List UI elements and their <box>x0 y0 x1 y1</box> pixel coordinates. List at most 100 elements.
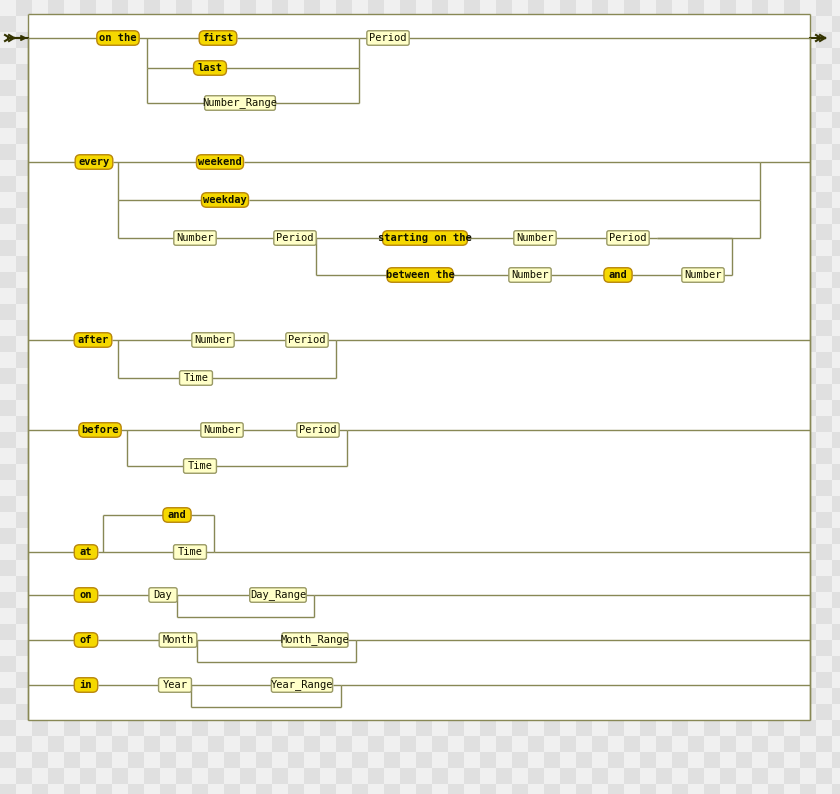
Bar <box>528 144 544 160</box>
Bar <box>800 48 816 64</box>
Bar <box>448 768 464 784</box>
Bar <box>384 448 400 464</box>
Bar <box>112 448 128 464</box>
Bar <box>96 208 112 224</box>
Bar <box>736 576 752 592</box>
Bar <box>528 720 544 736</box>
Bar <box>288 368 304 384</box>
Text: Period: Period <box>370 33 407 43</box>
Bar <box>480 256 496 272</box>
Bar <box>208 144 224 160</box>
Bar <box>192 752 208 768</box>
Bar <box>384 368 400 384</box>
Bar <box>128 464 144 480</box>
Bar <box>640 144 656 160</box>
Bar <box>400 672 416 688</box>
Bar <box>496 592 512 608</box>
FancyBboxPatch shape <box>74 333 112 347</box>
Bar <box>656 240 672 256</box>
Bar <box>112 224 128 240</box>
Bar <box>336 208 352 224</box>
Bar <box>352 496 368 512</box>
Bar <box>224 752 240 768</box>
Bar <box>160 96 176 112</box>
Bar <box>224 528 240 544</box>
Bar <box>624 720 640 736</box>
Bar <box>272 336 288 352</box>
Bar <box>128 128 144 144</box>
Bar <box>784 240 800 256</box>
Bar <box>480 704 496 720</box>
Bar <box>144 464 160 480</box>
Bar <box>192 544 208 560</box>
Bar <box>240 592 256 608</box>
Bar <box>288 736 304 752</box>
Bar <box>352 384 368 400</box>
Bar <box>608 352 624 368</box>
Bar <box>336 624 352 640</box>
Bar <box>256 272 272 288</box>
Bar <box>224 560 240 576</box>
Bar <box>832 240 840 256</box>
Bar <box>288 784 304 794</box>
Bar <box>544 128 560 144</box>
Bar <box>480 0 496 16</box>
Bar <box>320 688 336 704</box>
Bar <box>592 240 608 256</box>
Bar <box>16 352 32 368</box>
Bar <box>192 416 208 432</box>
Bar <box>672 512 688 528</box>
Bar <box>688 112 704 128</box>
Bar <box>128 640 144 656</box>
Bar <box>544 32 560 48</box>
Bar <box>576 352 592 368</box>
Bar <box>32 16 48 32</box>
Bar <box>736 464 752 480</box>
Bar <box>656 720 672 736</box>
Bar <box>544 304 560 320</box>
Bar <box>624 32 640 48</box>
Bar <box>720 448 736 464</box>
Bar <box>176 608 192 624</box>
Bar <box>336 128 352 144</box>
Bar <box>96 416 112 432</box>
Bar <box>16 384 32 400</box>
Bar <box>128 192 144 208</box>
Bar <box>384 96 400 112</box>
Bar <box>576 640 592 656</box>
Bar <box>64 752 80 768</box>
Bar <box>576 48 592 64</box>
Bar <box>448 544 464 560</box>
Bar <box>192 464 208 480</box>
Bar <box>640 240 656 256</box>
Bar <box>752 96 768 112</box>
Bar <box>96 768 112 784</box>
Bar <box>816 256 832 272</box>
Bar <box>544 384 560 400</box>
Bar <box>800 368 816 384</box>
Bar <box>336 288 352 304</box>
Bar <box>80 512 96 528</box>
Bar <box>240 384 256 400</box>
Text: last: last <box>197 63 223 73</box>
Bar <box>576 400 592 416</box>
Bar <box>192 432 208 448</box>
Bar <box>816 704 832 720</box>
Bar <box>768 608 784 624</box>
Bar <box>480 688 496 704</box>
Bar <box>128 320 144 336</box>
Bar <box>800 320 816 336</box>
Bar <box>736 160 752 176</box>
Bar <box>528 512 544 528</box>
Bar <box>48 544 64 560</box>
Bar <box>512 336 528 352</box>
Bar <box>112 768 128 784</box>
Bar <box>768 80 784 96</box>
Bar <box>336 80 352 96</box>
Bar <box>768 672 784 688</box>
Bar <box>352 80 368 96</box>
Bar <box>16 96 32 112</box>
Bar <box>208 784 224 794</box>
Bar <box>144 160 160 176</box>
Bar <box>208 240 224 256</box>
